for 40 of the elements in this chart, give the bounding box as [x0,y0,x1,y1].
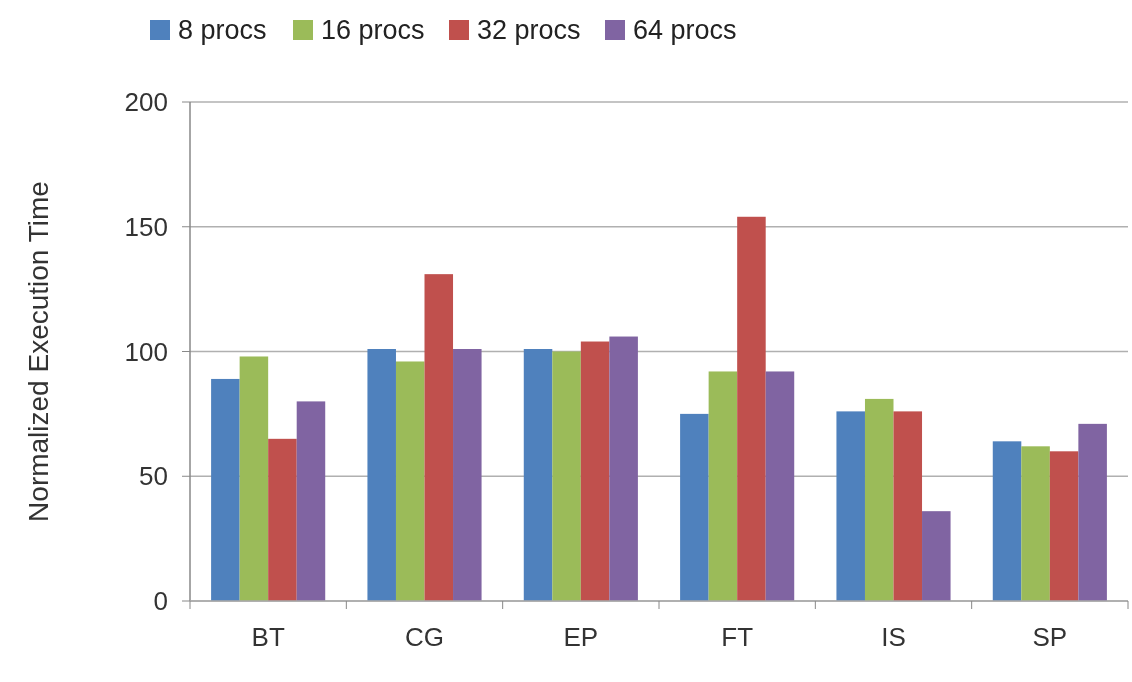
bar [836,411,865,601]
y-tick-label: 200 [124,87,168,118]
bar [893,411,923,601]
bar [424,274,454,601]
bar [864,398,894,601]
legend-label: 64 procs [633,15,737,45]
bar [922,511,951,601]
bar [367,349,396,601]
x-tick-label: EP [563,622,599,652]
legend-label: 32 procs [477,15,581,45]
bar [708,371,738,601]
bar [552,351,581,601]
bar [239,356,269,601]
bar [580,341,610,601]
x-tick-label: FT [721,622,754,652]
bar [992,441,1022,601]
bar [453,349,482,601]
legend-label: 8 procs [178,15,267,45]
x-tick-label: CG [405,622,444,652]
y-tick-label: 0 [153,586,168,617]
x-tick-label: IS [881,622,906,652]
bar [268,438,297,601]
bar [523,349,553,601]
bar [211,378,240,601]
y-axis-title: Normalized Execution Time [23,181,54,522]
legend-label: 16 procs [321,15,425,45]
x-tick-label: BT [251,622,285,652]
x-tick-label: SP [1032,622,1068,652]
bar [395,361,425,601]
bar [1078,423,1107,601]
bar [1021,446,1050,601]
bar [680,413,709,601]
bar [296,401,326,601]
y-tick-label: 50 [139,461,168,492]
y-tick-label: 150 [124,211,168,242]
bar [1049,451,1079,601]
y-tick-label: 100 [124,336,168,367]
bar [765,371,795,601]
bar [609,336,638,601]
bar [737,216,766,601]
